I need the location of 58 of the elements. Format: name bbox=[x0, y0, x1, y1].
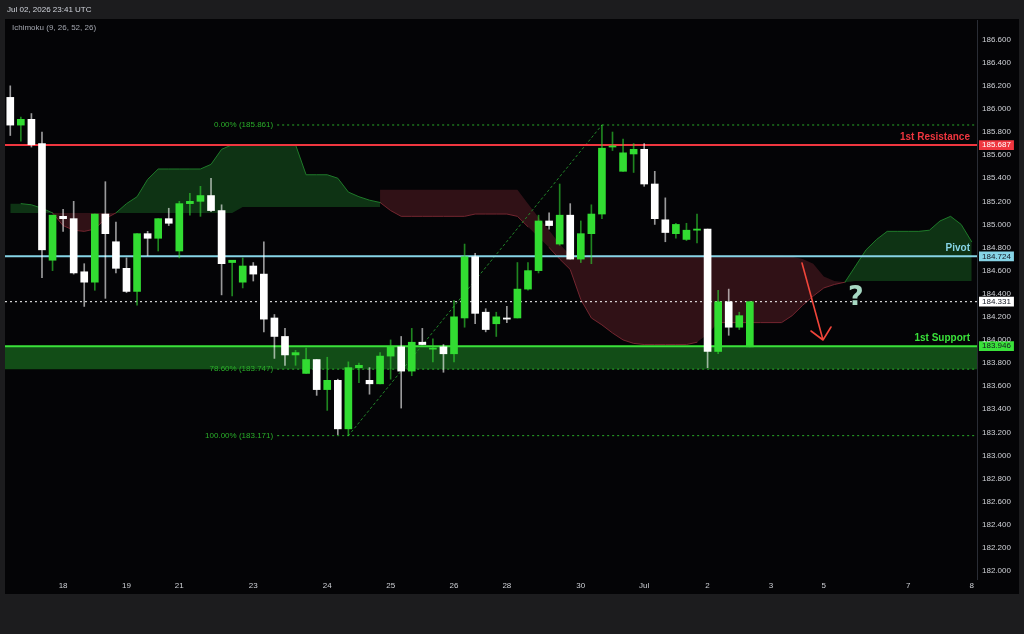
y-tick-label: 184.724 bbox=[982, 251, 1012, 261]
x-tick-label: 8 bbox=[969, 581, 975, 590]
y-tick-label: 182.400 bbox=[982, 519, 1012, 529]
chart-title: Jul 02, 2026 23:41 UTC bbox=[7, 5, 92, 15]
y-tick-label: 183.946 bbox=[982, 341, 1012, 351]
y-tick-label: 184.331 bbox=[982, 296, 1012, 306]
ref-line-label: 0.00% (185.861) bbox=[214, 120, 274, 130]
ref-line-label: 1st Resistance bbox=[899, 130, 971, 142]
y-tick-label: 185.000 bbox=[982, 219, 1012, 229]
y-tick-label: 186.400 bbox=[982, 57, 1012, 67]
y-tick-label: 186.000 bbox=[982, 104, 1012, 114]
candlestick bbox=[17, 116, 25, 142]
candlestick bbox=[418, 328, 427, 345]
y-tick-label: 185.200 bbox=[982, 196, 1012, 206]
x-tick-label: 5 bbox=[821, 581, 827, 590]
y-tick-label: 185.400 bbox=[982, 173, 1012, 183]
annotation: Ichimoku (9, 26, 52, 26) bbox=[12, 23, 97, 32]
ref-line-label: Pivot bbox=[945, 242, 971, 254]
y-tick-label: 184.400 bbox=[982, 288, 1012, 298]
y-tick-label: 183.600 bbox=[982, 381, 1012, 391]
y-tick-label: 183.200 bbox=[982, 427, 1012, 437]
y-tick-label: 182.000 bbox=[982, 566, 1012, 576]
y-tick-label: 185.600 bbox=[982, 150, 1012, 160]
y-tick-label: 183.000 bbox=[982, 450, 1012, 460]
x-tick-label: Jul bbox=[639, 581, 650, 590]
y-tick-label: 184.800 bbox=[982, 242, 1012, 252]
x-tick-label: 3 bbox=[768, 581, 774, 590]
ref-line-label: 1st Support bbox=[914, 331, 971, 343]
ref-line-label: 100.00% (183.171) bbox=[205, 430, 274, 440]
x-tick-label: 21 bbox=[174, 581, 185, 590]
x-tick-label: 28 bbox=[502, 581, 512, 590]
candlestick bbox=[355, 362, 363, 383]
y-tick-label: 185.687 bbox=[982, 140, 1012, 150]
x-tick-label: 18 bbox=[58, 581, 69, 590]
y-tick-label: 184.200 bbox=[982, 312, 1012, 322]
y-tick-label: 183.400 bbox=[982, 404, 1012, 414]
x-tick-label: 2 bbox=[705, 581, 711, 590]
y-tick-label: 186.200 bbox=[982, 81, 1012, 91]
candlestick bbox=[323, 356, 332, 411]
candlestick bbox=[59, 209, 67, 232]
y-tick-label: 182.800 bbox=[982, 473, 1012, 483]
y-tick-label: 184.600 bbox=[982, 265, 1012, 275]
x-tick-label: 26 bbox=[449, 581, 460, 590]
candlestick bbox=[693, 213, 701, 244]
candlestick bbox=[186, 192, 194, 216]
x-tick-label: 30 bbox=[576, 581, 586, 590]
x-tick-label: 24 bbox=[322, 581, 333, 590]
y-tick-label: 182.200 bbox=[982, 543, 1012, 553]
y-tick-label: 186.600 bbox=[982, 34, 1012, 44]
candlestick bbox=[228, 259, 236, 297]
y-tick-label: 182.600 bbox=[982, 496, 1012, 506]
x-tick-label: 25 bbox=[386, 581, 396, 590]
x-tick-label: 23 bbox=[248, 581, 259, 590]
annotation: ? bbox=[848, 280, 864, 311]
y-tick-label: 185.800 bbox=[982, 127, 1012, 137]
x-tick-label: 19 bbox=[122, 581, 132, 590]
y-tick-label: 183.800 bbox=[982, 358, 1012, 368]
x-tick-label: 7 bbox=[906, 581, 912, 590]
